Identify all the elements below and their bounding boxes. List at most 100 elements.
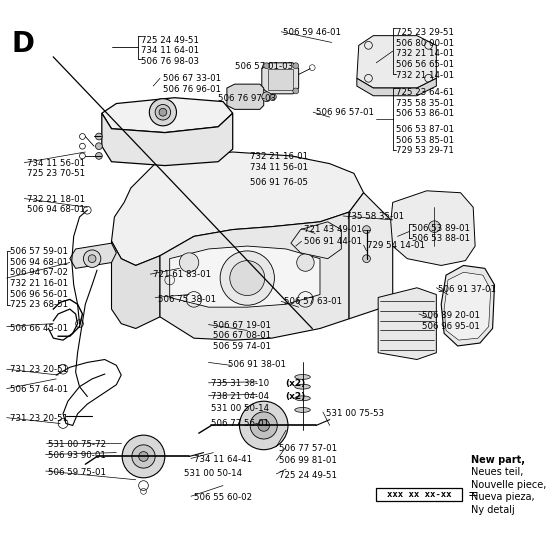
Polygon shape	[111, 152, 363, 265]
Text: 506 53 86-01: 506 53 86-01	[395, 109, 454, 118]
Text: 506 67 33-01: 506 67 33-01	[163, 74, 221, 83]
Text: 735 58 35-01: 735 58 35-01	[395, 99, 454, 108]
Ellipse shape	[295, 396, 310, 401]
Text: 506 91 44-01: 506 91 44-01	[305, 237, 362, 246]
Text: 731 23 20-51: 731 23 20-51	[10, 365, 68, 374]
Text: Nouvelle piece,: Nouvelle piece,	[472, 480, 547, 490]
Text: 506 59 46-01: 506 59 46-01	[283, 28, 341, 37]
Text: Neues teil,: Neues teil,	[472, 467, 524, 477]
Text: 506 57 59-01: 506 57 59-01	[10, 247, 68, 256]
Polygon shape	[291, 222, 341, 259]
Circle shape	[363, 255, 370, 263]
Text: 506 53 85-01: 506 53 85-01	[395, 136, 454, 144]
Ellipse shape	[295, 375, 310, 379]
Polygon shape	[227, 84, 264, 109]
Text: 506 53 87-01: 506 53 87-01	[395, 125, 454, 134]
Bar	[376, 488, 461, 501]
Text: 725 24 49-51: 725 24 49-51	[141, 36, 199, 45]
Text: 506 53 88-01: 506 53 88-01	[412, 235, 470, 244]
Circle shape	[220, 251, 274, 305]
Circle shape	[122, 435, 165, 478]
Text: 506 96 57-01: 506 96 57-01	[316, 109, 374, 118]
Circle shape	[96, 133, 102, 140]
Text: 531 00 75-72: 531 00 75-72	[49, 440, 106, 449]
Text: 506 53 89-01: 506 53 89-01	[412, 224, 470, 233]
Text: 531 00 50-14: 531 00 50-14	[211, 404, 269, 413]
Text: 506 59 74-01: 506 59 74-01	[213, 342, 272, 351]
Circle shape	[250, 412, 277, 439]
Text: 506 80 00-01: 506 80 00-01	[395, 39, 454, 48]
Circle shape	[428, 221, 440, 232]
Text: 506 57 01-03: 506 57 01-03	[235, 62, 293, 71]
Circle shape	[132, 445, 155, 468]
Circle shape	[293, 88, 298, 94]
Polygon shape	[102, 113, 233, 166]
Text: 734 11 56-01: 734 11 56-01	[27, 159, 85, 168]
Text: 734 11 64-41: 734 11 64-41	[194, 455, 252, 464]
Ellipse shape	[295, 408, 310, 412]
Text: 506 67 08-01: 506 67 08-01	[213, 332, 272, 340]
Circle shape	[159, 109, 167, 116]
Circle shape	[230, 260, 265, 296]
Text: 732 21 18-01: 732 21 18-01	[27, 195, 85, 204]
Polygon shape	[262, 63, 298, 94]
Text: 531 00 50-14: 531 00 50-14	[184, 469, 242, 478]
Text: 506 96 95-01: 506 96 95-01	[422, 321, 480, 331]
Circle shape	[270, 94, 276, 100]
Text: 506 56 65-01: 506 56 65-01	[395, 60, 454, 69]
Text: =: =	[468, 488, 478, 501]
Text: xxx xx xx-xx: xxx xx xx-xx	[386, 490, 451, 499]
Text: 506 66 45-01: 506 66 45-01	[10, 324, 68, 333]
Text: 738 21 04-04: 738 21 04-04	[211, 391, 269, 400]
Text: 506 94 67-02: 506 94 67-02	[10, 268, 68, 277]
Circle shape	[88, 255, 96, 263]
Text: 732 21 14-01: 732 21 14-01	[395, 49, 454, 58]
Text: 531 00 75-53: 531 00 75-53	[326, 409, 384, 418]
Circle shape	[240, 401, 288, 450]
Circle shape	[139, 451, 148, 461]
Text: 506 76 97-03: 506 76 97-03	[218, 94, 276, 103]
Polygon shape	[70, 243, 116, 268]
Text: 506 59 75-01: 506 59 75-01	[49, 468, 106, 477]
Polygon shape	[357, 36, 436, 88]
Text: 732 21 14-01: 732 21 14-01	[395, 71, 454, 80]
Text: 506 94 68-01: 506 94 68-01	[10, 258, 68, 267]
Polygon shape	[111, 241, 160, 329]
Polygon shape	[444, 272, 491, 340]
Polygon shape	[349, 193, 393, 319]
Polygon shape	[357, 78, 436, 96]
Circle shape	[150, 99, 176, 126]
Text: 506 91 38-01: 506 91 38-01	[228, 360, 286, 368]
Text: 506 76 96-01: 506 76 96-01	[163, 85, 221, 94]
Text: 734 11 64-01: 734 11 64-01	[141, 46, 199, 55]
Text: 506 57 64-01: 506 57 64-01	[10, 385, 68, 394]
Circle shape	[297, 254, 314, 271]
Text: 506 77 56-01: 506 77 56-01	[211, 419, 269, 428]
Text: Nueva pieza,: Nueva pieza,	[472, 492, 535, 502]
Text: 721 43 49-01: 721 43 49-01	[305, 225, 362, 234]
Text: 725 23 29-51: 725 23 29-51	[395, 28, 454, 37]
Text: 506 91 76-05: 506 91 76-05	[250, 178, 308, 187]
Text: 506 99 81-01: 506 99 81-01	[279, 456, 337, 465]
Text: 506 76 98-03: 506 76 98-03	[141, 57, 199, 66]
Circle shape	[155, 105, 171, 120]
Circle shape	[293, 63, 298, 69]
Text: 731 23 20-51: 731 23 20-51	[10, 414, 68, 423]
Polygon shape	[378, 288, 436, 360]
Bar	[268, 69, 293, 90]
Polygon shape	[170, 246, 320, 307]
Text: 735 58 35-01: 735 58 35-01	[346, 212, 404, 221]
Text: New part,: New part,	[472, 455, 525, 465]
Text: 506 55 60-02: 506 55 60-02	[194, 493, 252, 502]
Text: 729 53 29-71: 729 53 29-71	[395, 146, 454, 155]
Text: 506 75 38-01: 506 75 38-01	[158, 295, 216, 304]
Circle shape	[96, 143, 102, 150]
Circle shape	[258, 419, 269, 431]
Circle shape	[83, 250, 101, 267]
Text: 729 54 14-01: 729 54 14-01	[367, 241, 424, 250]
Circle shape	[363, 226, 370, 234]
Text: (x2): (x2)	[285, 379, 305, 388]
Text: 735 31 38-10: 735 31 38-10	[211, 379, 269, 388]
Text: 725 23 70-51: 725 23 70-51	[27, 170, 85, 179]
Circle shape	[262, 92, 272, 101]
